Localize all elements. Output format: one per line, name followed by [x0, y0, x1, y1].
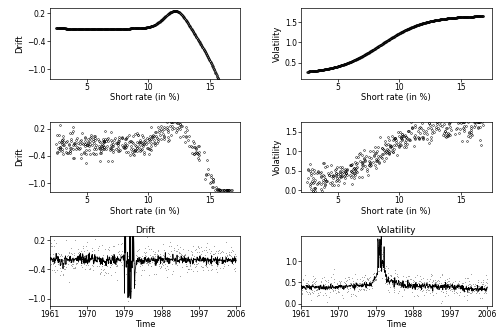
- X-axis label: Time: Time: [386, 320, 407, 329]
- Y-axis label: Volatility: Volatility: [273, 25, 282, 61]
- Title: Drift: Drift: [135, 226, 155, 235]
- X-axis label: Short rate (in %): Short rate (in %): [110, 93, 180, 102]
- Title: Volatility: Volatility: [377, 226, 416, 235]
- Y-axis label: Drift: Drift: [15, 34, 24, 53]
- X-axis label: Short rate (in %): Short rate (in %): [361, 207, 431, 216]
- X-axis label: Short rate (in %): Short rate (in %): [361, 93, 431, 102]
- X-axis label: Short rate (in %): Short rate (in %): [110, 207, 180, 216]
- X-axis label: Time: Time: [135, 320, 155, 329]
- Y-axis label: Volatility: Volatility: [273, 139, 282, 175]
- Y-axis label: Drift: Drift: [15, 148, 24, 166]
